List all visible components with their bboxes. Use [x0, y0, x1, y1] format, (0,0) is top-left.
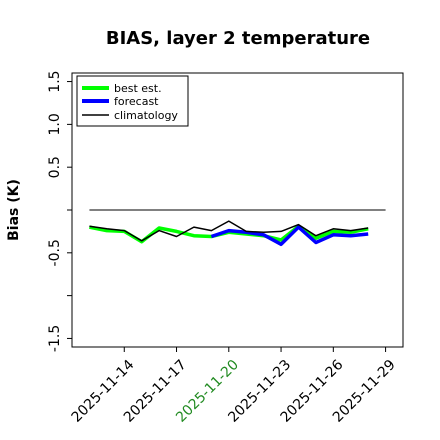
y-axis-ticks: -1.5 -0.5 0.5 1.0 1.5 — [47, 70, 72, 352]
y-axis-label: Bias (K) — [6, 179, 22, 241]
y-tick-label: -0.5 — [47, 239, 63, 266]
y-tick-label: -1.5 — [47, 325, 63, 352]
legend-label-best-est: best est. — [114, 82, 162, 95]
y-tick-label: 1.5 — [47, 70, 63, 92]
x-axis-ticks: 2025-11-142025-11-172025-11-202025-11-23… — [69, 347, 399, 426]
legend-label-forecast: forecast — [114, 95, 159, 108]
series-line-forecast — [210, 225, 369, 247]
series-line-climatology — [89, 220, 369, 242]
y-tick-label: 1.0 — [47, 113, 63, 135]
legend-label-climatology: climatology — [114, 109, 178, 122]
chart-title: BIAS, layer 2 temperature — [106, 28, 370, 49]
y-tick-label: 0.5 — [47, 156, 63, 178]
series-lines — [89, 220, 369, 247]
legend: best est. forecast climatology — [76, 75, 189, 127]
